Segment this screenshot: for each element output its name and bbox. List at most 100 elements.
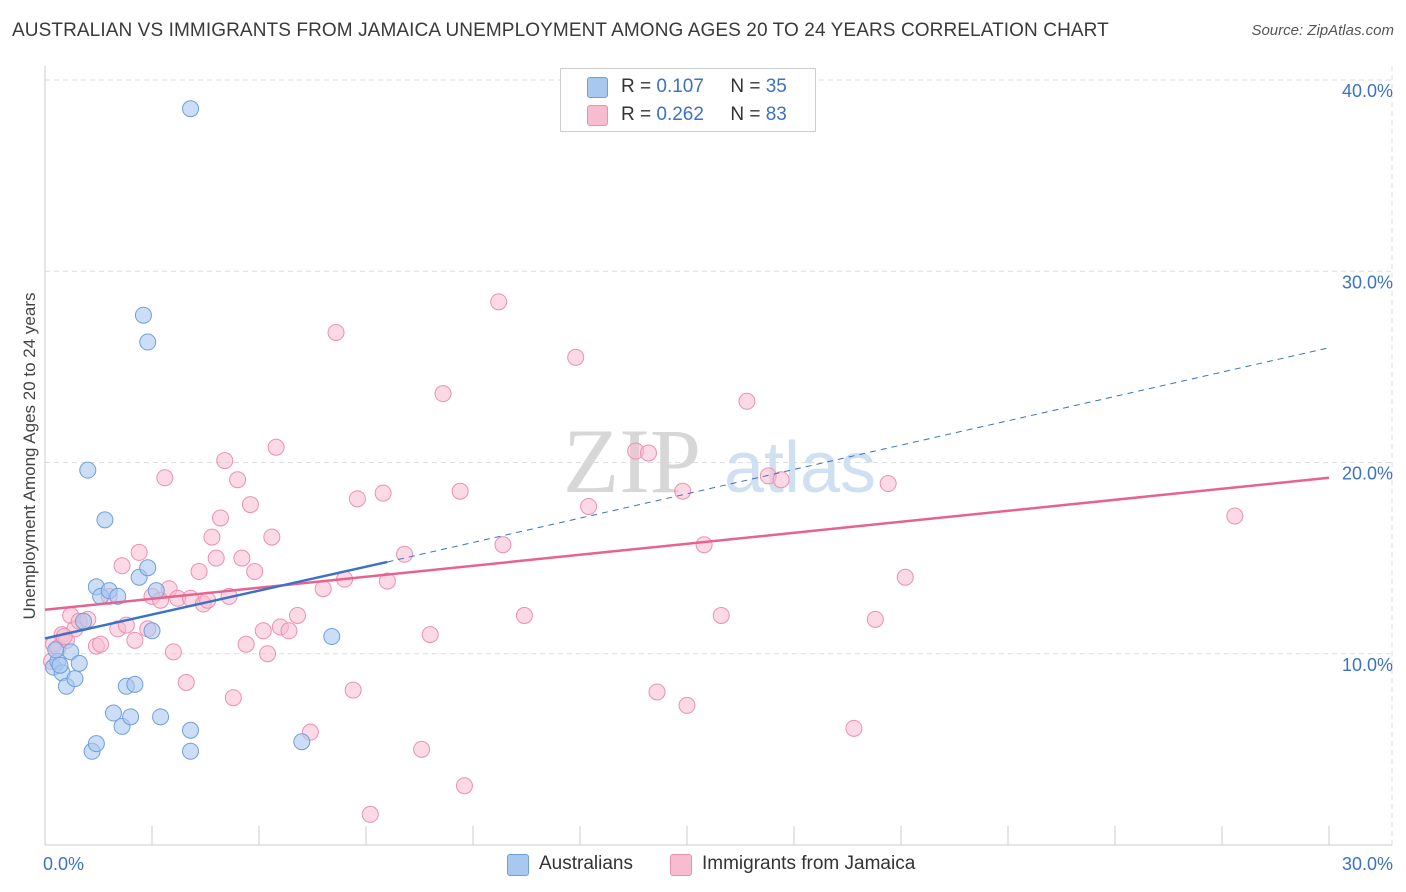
australians-point bbox=[152, 708, 170, 726]
australians-point bbox=[96, 511, 114, 529]
australians-point bbox=[134, 306, 152, 324]
jamaica-point bbox=[263, 528, 281, 546]
y-tick-label: 10.0% bbox=[1342, 655, 1393, 675]
australians-point bbox=[51, 656, 69, 674]
jamaica-point bbox=[674, 482, 692, 500]
australians-point bbox=[70, 654, 88, 672]
jamaica-point bbox=[455, 777, 473, 795]
jamaica-point bbox=[494, 536, 512, 554]
trend-lines bbox=[44, 347, 1330, 640]
australians-point bbox=[87, 735, 105, 753]
jamaica-point bbox=[259, 645, 277, 663]
jamaica-point bbox=[374, 484, 392, 502]
jamaica-point bbox=[237, 635, 255, 653]
jamaica-point bbox=[289, 607, 307, 624]
jamaica-point bbox=[314, 580, 332, 598]
jamaica-point bbox=[164, 643, 182, 661]
jamaica-point bbox=[580, 497, 598, 515]
australians-n-value: 35 bbox=[765, 76, 787, 97]
jamaica-point bbox=[866, 610, 884, 628]
legend-r-label: R = bbox=[621, 104, 652, 125]
australians-point bbox=[47, 641, 65, 659]
y-tick-label: 40.0% bbox=[1342, 81, 1393, 101]
jamaica-point bbox=[772, 471, 790, 489]
jamaica-point bbox=[879, 475, 897, 493]
australians-point bbox=[182, 100, 200, 118]
jamaica-point bbox=[434, 385, 452, 403]
jamaica-point bbox=[254, 622, 272, 640]
jamaica-point bbox=[396, 545, 414, 563]
jamaica-point bbox=[327, 323, 345, 341]
x-tick-label-end: 30.0% bbox=[1342, 854, 1393, 874]
australians-point bbox=[182, 742, 200, 760]
x-tick-label-start: 0.0% bbox=[43, 854, 84, 874]
jamaica-point bbox=[361, 805, 379, 823]
jamaica-point bbox=[224, 689, 242, 707]
jamaica-point bbox=[413, 740, 431, 758]
australians-points bbox=[45, 100, 341, 760]
australians-point bbox=[109, 587, 127, 605]
australians-point bbox=[147, 582, 165, 600]
jamaica-point bbox=[451, 482, 469, 500]
jamaica-point bbox=[177, 673, 195, 691]
jamaica-point bbox=[1226, 507, 1244, 525]
jamaica-point bbox=[845, 719, 863, 737]
jamaica-point bbox=[113, 557, 131, 575]
source-label: Source: ZipAtlas.com bbox=[1251, 22, 1394, 39]
jamaica-trend-line bbox=[44, 476, 1330, 612]
chart-title: AUSTRALIAN VS IMMIGRANTS FROM JAMAICA UN… bbox=[12, 20, 1109, 41]
jamaica-point bbox=[515, 607, 533, 624]
jamaica-point bbox=[344, 681, 362, 699]
jamaica-point bbox=[267, 438, 285, 456]
jamaica-points bbox=[42, 293, 1244, 823]
jamaica-r-value: 0.262 bbox=[656, 104, 704, 125]
australians-point bbox=[139, 333, 157, 351]
australians-legend-swatch bbox=[507, 854, 529, 876]
australians-trend-extension bbox=[387, 347, 1330, 563]
jamaica-legend-label: Immigrants from Jamaica bbox=[702, 853, 916, 874]
australians-point bbox=[79, 461, 97, 479]
jamaica-point bbox=[246, 563, 264, 581]
jamaica-point bbox=[896, 568, 914, 586]
jamaica-point bbox=[280, 622, 298, 640]
australians-r-value: 0.107 bbox=[656, 76, 704, 97]
jamaica-point bbox=[211, 509, 229, 527]
jamaica-point bbox=[241, 496, 259, 514]
y-tick-label: 20.0% bbox=[1342, 464, 1393, 484]
y-tick-label: 30.0% bbox=[1342, 272, 1393, 292]
axes bbox=[44, 66, 1392, 846]
grid-lines bbox=[45, 66, 1393, 845]
legend-n-label: N = bbox=[730, 76, 761, 97]
australians-legend-label: Australians bbox=[539, 853, 633, 874]
tick-labels: 10.0% 20.0% 30.0% 40.0% 0.0% 30.0% bbox=[43, 81, 1393, 874]
jamaica-point bbox=[156, 469, 174, 487]
jamaica-point bbox=[378, 572, 396, 590]
jamaica-point bbox=[567, 348, 585, 366]
jamaica-point bbox=[92, 635, 110, 653]
jamaica-point bbox=[421, 626, 439, 644]
jamaica-point bbox=[207, 549, 225, 567]
jamaica-point bbox=[738, 392, 756, 410]
australians-point bbox=[182, 721, 200, 739]
jamaica-swatch bbox=[587, 105, 608, 126]
legend-n-label: N = bbox=[730, 104, 761, 125]
australians-trend-line bbox=[44, 560, 388, 640]
australians-swatch bbox=[587, 77, 608, 98]
jamaica-point bbox=[130, 543, 148, 561]
australians-point bbox=[323, 628, 341, 646]
australians-point bbox=[293, 733, 311, 751]
jamaica-point bbox=[639, 444, 657, 462]
jamaica-point bbox=[216, 452, 234, 470]
jamaica-legend-swatch bbox=[670, 854, 692, 876]
australians-point bbox=[143, 622, 161, 640]
australians-point bbox=[104, 704, 122, 722]
correlation-legend: R = 0.107 N = 35 R = 0.262 N = 83 bbox=[560, 68, 816, 132]
jamaica-point bbox=[695, 536, 713, 554]
australians-point bbox=[126, 675, 144, 693]
australians-point bbox=[122, 708, 140, 726]
jamaica-point bbox=[348, 490, 366, 508]
jamaica-point bbox=[190, 563, 208, 581]
jamaica-point bbox=[490, 293, 508, 311]
jamaica-point bbox=[229, 471, 247, 489]
